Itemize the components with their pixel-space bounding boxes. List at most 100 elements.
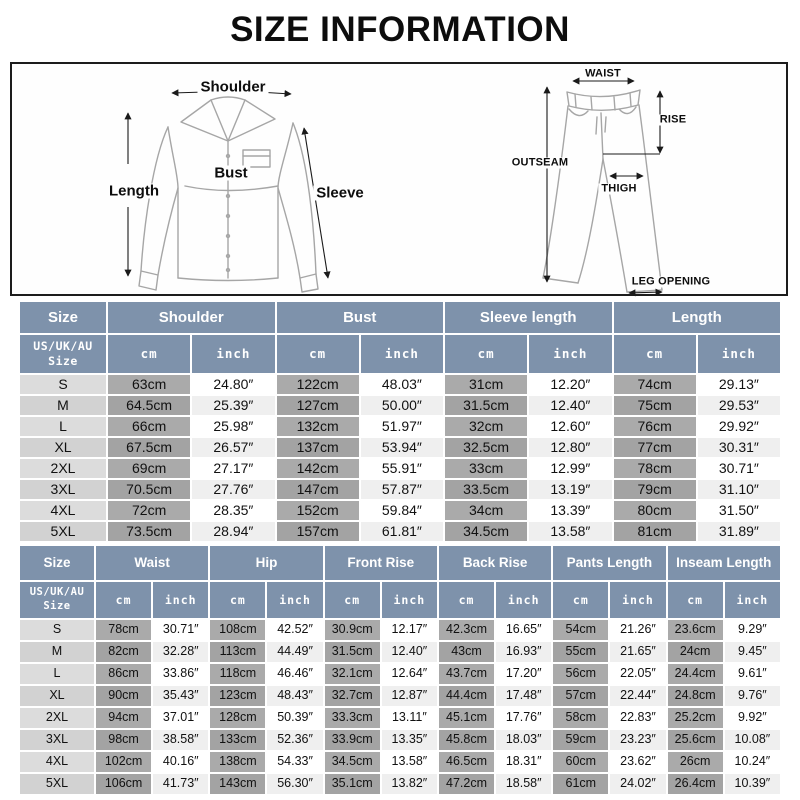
cm-value-cell: 123cm	[210, 686, 266, 706]
size-cell: L	[20, 664, 94, 684]
unit-header: cm	[96, 582, 152, 618]
size-sub-header: US/UK/AU Size	[20, 582, 94, 618]
inch-value-cell: 57.87″	[360, 480, 443, 499]
thigh-label: THIGH	[598, 183, 640, 195]
cm-value-cell: 31.5cm	[324, 642, 380, 662]
cm-value-cell: 67.5cm	[108, 438, 191, 457]
unit-header: cm	[613, 335, 696, 373]
size-sub-header: US/UK/AU Size	[20, 335, 106, 373]
unit-header: inch	[610, 582, 666, 618]
cm-value-cell: 24cm	[667, 642, 723, 662]
inch-value-cell: 41.73″	[153, 774, 209, 794]
unit-header: inch	[697, 335, 780, 373]
inch-value-cell: 21.65″	[610, 642, 666, 662]
cm-value-cell: 128cm	[210, 708, 266, 728]
inch-value-cell: 16.93″	[496, 642, 552, 662]
sleeve-label: Sleeve	[313, 185, 367, 201]
cm-value-cell: 57cm	[553, 686, 609, 706]
inch-value-cell: 55.91″	[360, 459, 443, 478]
size-group-header: Size	[20, 302, 106, 333]
unit-header: cm	[210, 582, 266, 618]
group-header: Shoulder	[108, 302, 275, 333]
inch-value-cell: 12.87″	[381, 686, 437, 706]
size-cell: S	[20, 620, 94, 640]
length-label: Length	[106, 183, 162, 199]
measurement-diagram-box: Shoulder Length Bust Sleeve WAIST RISE O…	[10, 62, 788, 297]
inch-value-cell: 32.28″	[153, 642, 209, 662]
cm-value-cell: 33cm	[445, 459, 528, 478]
size-cell: 4XL	[20, 501, 106, 520]
bottoms-size-table: Size Waist Hip Front Rise Back Rise Pants Len…	[18, 544, 782, 796]
cm-value-cell: 25.2cm	[667, 708, 723, 728]
cm-value-cell: 42.3cm	[438, 620, 495, 640]
inch-value-cell: 12.40″	[529, 396, 612, 415]
rise-label: RISE	[656, 114, 690, 126]
inch-value-cell: 12.60″	[529, 417, 612, 436]
inch-value-cell: 9.76″	[724, 686, 780, 706]
size-row-M: M 82cm 32.28″ 113cm 44.49″ 31.5cm 12.40″ 43cm 16…	[20, 642, 780, 662]
cm-value-cell: 33.3cm	[324, 708, 380, 728]
pants-drawing	[542, 89, 663, 293]
cm-value-cell: 142cm	[276, 459, 359, 478]
cm-value-cell: 61cm	[553, 774, 609, 794]
cm-value-cell: 31.5cm	[445, 396, 528, 415]
inch-value-cell: 28.35″	[192, 501, 275, 520]
size-cell: 2XL	[20, 708, 94, 728]
cm-value-cell: 55cm	[553, 642, 609, 662]
group-header: Inseam Length	[667, 546, 780, 580]
cm-value-cell: 138cm	[210, 752, 266, 772]
inch-value-cell: 23.62″	[610, 752, 666, 772]
size-row-3XL: 3XL 98cm 38.58″ 133cm 52.36″ 33.9cm 13.35″ 45.8…	[20, 730, 780, 750]
inch-value-cell: 42.52″	[267, 620, 323, 640]
cm-value-cell: 43cm	[438, 642, 495, 662]
cm-value-cell: 81cm	[613, 522, 696, 541]
cm-value-cell: 78cm	[613, 459, 696, 478]
cm-value-cell: 74cm	[613, 375, 696, 394]
unit-header: cm	[445, 335, 528, 373]
inch-value-cell: 61.81″	[360, 522, 443, 541]
inch-value-cell: 35.43″	[153, 686, 209, 706]
cm-value-cell: 82cm	[96, 642, 152, 662]
unit-header: cm	[276, 335, 359, 373]
cm-value-cell: 31cm	[445, 375, 528, 394]
inch-value-cell: 52.36″	[267, 730, 323, 750]
inch-value-cell: 10.39″	[724, 774, 780, 794]
unit-header: cm	[553, 582, 609, 618]
inch-value-cell: 44.49″	[267, 642, 323, 662]
cm-value-cell: 94cm	[96, 708, 152, 728]
inch-value-cell: 9.45″	[724, 642, 780, 662]
cm-value-cell: 32cm	[445, 417, 528, 436]
inch-value-cell: 21.26″	[610, 620, 666, 640]
inch-value-cell: 9.61″	[724, 664, 780, 684]
cm-value-cell: 113cm	[210, 642, 266, 662]
cm-value-cell: 75cm	[613, 396, 696, 415]
group-header: Bust	[276, 302, 443, 333]
size-row-L: L 66cm 25.98″ 132cm 51.97″ 32cm 12.60″ 76cm 29.9…	[20, 417, 780, 436]
size-cell: 5XL	[20, 774, 94, 794]
unit-header: cm	[108, 335, 191, 373]
inch-value-cell: 27.17″	[192, 459, 275, 478]
inch-value-cell: 22.05″	[610, 664, 666, 684]
inch-value-cell: 56.30″	[267, 774, 323, 794]
inch-value-cell: 46.46″	[267, 664, 323, 684]
inch-value-cell: 9.92″	[724, 708, 780, 728]
group-header: Waist	[96, 546, 209, 580]
size-row-2XL: 2XL 69cm 27.17″ 142cm 55.91″ 33cm 12.99″ 78cm 30…	[20, 459, 780, 478]
cm-value-cell: 70.5cm	[108, 480, 191, 499]
size-cell: 3XL	[20, 480, 106, 499]
inch-value-cell: 28.94″	[192, 522, 275, 541]
cm-value-cell: 46.5cm	[438, 752, 495, 772]
inch-value-cell: 40.16″	[153, 752, 209, 772]
cm-value-cell: 34cm	[445, 501, 528, 520]
inch-value-cell: 30.71″	[697, 459, 780, 478]
inch-value-cell: 10.08″	[724, 730, 780, 750]
inch-value-cell: 38.58″	[153, 730, 209, 750]
cm-value-cell: 106cm	[96, 774, 152, 794]
cm-value-cell: 45.1cm	[438, 708, 495, 728]
size-row-S: S 78cm 30.71″ 108cm 42.52″ 30.9cm 12.17″ 42.3cm…	[20, 620, 780, 640]
shoulder-label: Shoulder	[197, 79, 269, 95]
unit-header: inch	[360, 335, 443, 373]
group-header: Front Rise	[324, 546, 437, 580]
cm-value-cell: 34.5cm	[324, 752, 380, 772]
